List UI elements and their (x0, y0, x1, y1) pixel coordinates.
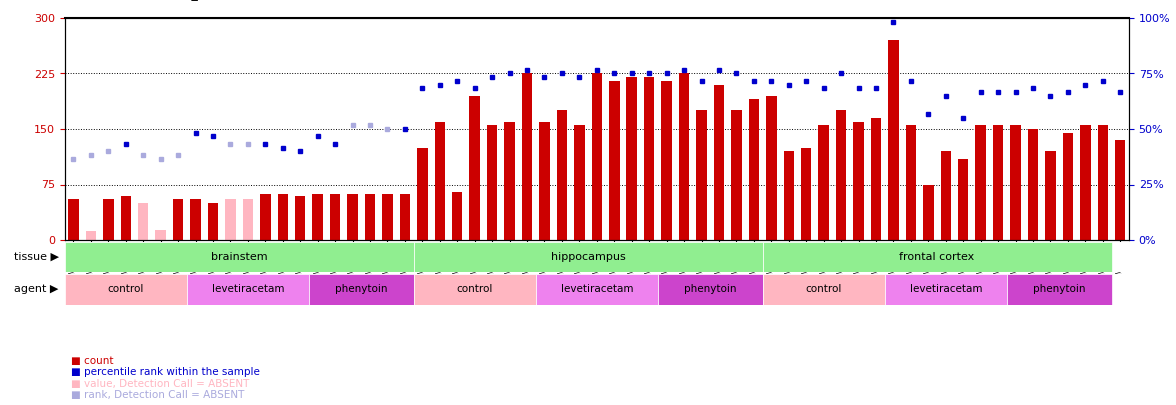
Bar (400, 194, 410, 240)
Bar (208, 203, 219, 240)
Bar (644, 77, 654, 240)
Text: phenytoin: phenytoin (335, 284, 388, 294)
Bar (762, 274, 884, 305)
Bar (818, 125, 829, 240)
Bar (225, 199, 235, 240)
Bar (870, 118, 881, 240)
Bar (452, 192, 462, 240)
Bar (661, 81, 671, 240)
Text: levetiracetam: levetiracetam (561, 284, 633, 294)
Bar (536, 274, 657, 305)
Bar (592, 73, 602, 240)
Bar (801, 147, 811, 240)
Bar (993, 125, 1003, 240)
Bar (556, 111, 567, 240)
Bar (309, 274, 414, 305)
Bar (365, 194, 375, 240)
Bar (731, 111, 742, 240)
Bar (191, 199, 201, 240)
Bar (696, 111, 707, 240)
Bar (574, 125, 584, 240)
Bar (469, 96, 480, 240)
Text: control: control (107, 284, 143, 294)
Text: levetiracetam: levetiracetam (212, 284, 285, 294)
Text: ■ rank, Detection Call = ABSENT: ■ rank, Detection Call = ABSENT (71, 390, 243, 400)
Bar (766, 96, 776, 240)
Bar (627, 77, 637, 240)
Bar (884, 274, 1007, 305)
Bar (762, 242, 1111, 272)
Bar (65, 242, 414, 272)
Bar (783, 151, 794, 240)
Text: phenytoin: phenytoin (1033, 284, 1085, 294)
Bar (836, 111, 847, 240)
Bar (414, 274, 536, 305)
Bar (155, 230, 166, 240)
Bar (609, 81, 620, 240)
Bar (278, 194, 288, 240)
Bar (679, 73, 689, 240)
Text: ■ percentile rank within the sample: ■ percentile rank within the sample (71, 367, 260, 377)
Text: agent ▶: agent ▶ (14, 284, 59, 294)
Text: levetiracetam: levetiracetam (909, 284, 982, 294)
Bar (714, 85, 724, 240)
Bar (522, 73, 533, 240)
Text: hippocampus: hippocampus (550, 252, 626, 262)
Bar (382, 194, 393, 240)
Text: phenytoin: phenytoin (684, 284, 736, 294)
Bar (1045, 151, 1056, 240)
Bar (1063, 133, 1074, 240)
Bar (295, 196, 306, 240)
Text: control: control (806, 284, 842, 294)
Bar (487, 125, 497, 240)
Bar (103, 199, 114, 240)
Bar (888, 40, 898, 240)
Text: ■ count: ■ count (71, 356, 113, 366)
Text: frontal cortex: frontal cortex (900, 252, 975, 262)
Bar (313, 194, 323, 240)
Bar (1010, 125, 1021, 240)
Bar (505, 122, 515, 240)
Bar (1080, 125, 1090, 240)
Bar (657, 274, 762, 305)
Bar (749, 99, 759, 240)
Bar (417, 147, 428, 240)
Bar (347, 194, 358, 240)
Bar (86, 231, 96, 240)
Bar (68, 199, 79, 240)
Bar (330, 194, 340, 240)
Bar (65, 274, 187, 305)
Bar (173, 199, 183, 240)
Text: tissue ▶: tissue ▶ (14, 252, 59, 262)
Bar (540, 122, 549, 240)
Text: ■ value, Detection Call = ABSENT: ■ value, Detection Call = ABSENT (71, 379, 249, 388)
Bar (435, 122, 445, 240)
Bar (242, 199, 253, 240)
Bar (923, 185, 934, 240)
Bar (941, 151, 951, 240)
Bar (120, 196, 131, 240)
Bar (854, 122, 863, 240)
Text: control: control (456, 284, 493, 294)
Bar (414, 242, 762, 272)
Bar (1028, 129, 1038, 240)
Bar (975, 125, 985, 240)
Text: brainstem: brainstem (211, 252, 267, 262)
Bar (1115, 140, 1125, 240)
Bar (1007, 274, 1111, 305)
Bar (1097, 125, 1108, 240)
Bar (906, 125, 916, 240)
Bar (187, 274, 309, 305)
Bar (260, 194, 270, 240)
Bar (958, 159, 969, 240)
Bar (138, 203, 148, 240)
